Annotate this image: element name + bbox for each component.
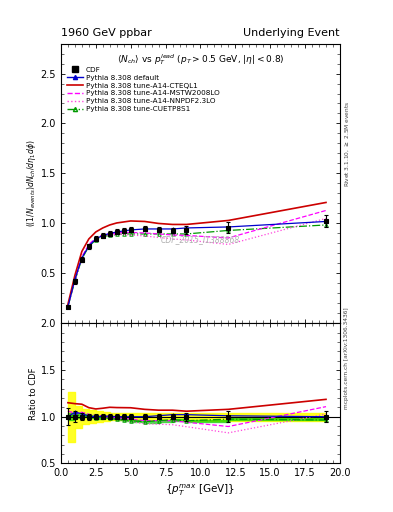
Text: mcplots.cern.ch [arXiv:1306.3436]: mcplots.cern.ch [arXiv:1306.3436]: [344, 308, 349, 409]
Text: 1960 GeV ppbar: 1960 GeV ppbar: [61, 28, 152, 38]
Text: $\langle N_{ch}\rangle$ vs $p_T^{lead}$ ($p_T > 0.5$ GeV, $|\eta| < 0.8$): $\langle N_{ch}\rangle$ vs $p_T^{lead}$ …: [117, 52, 284, 67]
Y-axis label: Ratio to CDF: Ratio to CDF: [29, 367, 38, 420]
X-axis label: $\{p_T^{max}$ [GeV]$\}$: $\{p_T^{max}$ [GeV]$\}$: [165, 482, 235, 498]
Text: CDF_2015_I1388868: CDF_2015_I1388868: [161, 235, 240, 244]
Legend: CDF, Pythia 8.308 default, Pythia 8.308 tune-A14-CTEQL1, Pythia 8.308 tune-A14-M: CDF, Pythia 8.308 default, Pythia 8.308 …: [67, 67, 220, 112]
Y-axis label: $((1/N_{events}) dN_{ch}/d\eta_1 d\phi)$: $((1/N_{events}) dN_{ch}/d\eta_1 d\phi)$: [25, 140, 38, 227]
Text: Underlying Event: Underlying Event: [243, 28, 340, 38]
Text: Rivet 3.1.10, $\geq$ 2.5M events: Rivet 3.1.10, $\geq$ 2.5M events: [344, 100, 351, 186]
